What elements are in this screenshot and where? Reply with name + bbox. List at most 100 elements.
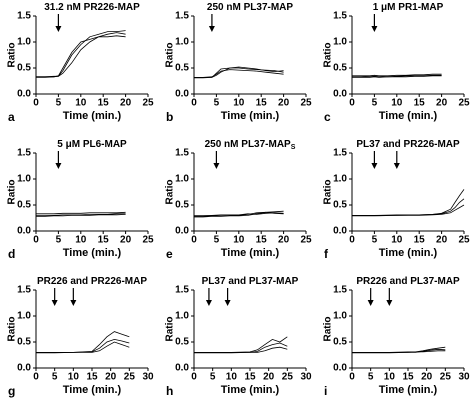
- arrow-head: [393, 163, 400, 169]
- arrow-head: [386, 300, 393, 306]
- arrow-head: [367, 300, 374, 306]
- x-tick-label: 5: [368, 372, 374, 383]
- y-tick-label: 1.0: [17, 311, 31, 322]
- y-tick-label: 0.0: [17, 363, 31, 374]
- x-tick-label: 15: [402, 372, 414, 383]
- y-axis-label: Ratio: [323, 43, 334, 68]
- y-axis-label: Ratio: [7, 180, 18, 205]
- x-tick-label: 25: [142, 98, 154, 109]
- y-tick-label: 1.5: [17, 285, 31, 296]
- y-tick-label: 1.5: [333, 148, 347, 159]
- x-tick-label: 25: [124, 372, 136, 383]
- x-tick-label: 25: [440, 372, 452, 383]
- panel: 1 μM PR1-MAP 0.0 0.5 1.0 1.5 0 5 10 15 20 25 Time (…: [323, 2, 470, 125]
- x-axis-label: Time (min.): [379, 247, 438, 259]
- x-axis-label: Time (min.): [221, 247, 280, 259]
- panel-letter: c: [324, 110, 331, 124]
- panel-letter: a: [8, 110, 15, 124]
- panel: 5 μM PL6-MAP 0.0 0.5 1.0 1.5 0 5 10 15 20 25 Time (…: [7, 139, 154, 262]
- trace: [352, 198, 465, 216]
- y-tick-label: 0.0: [333, 363, 347, 374]
- x-tick-label: 10: [391, 98, 403, 109]
- panel: PL37 and PL37-MAP 0.0 0.5 1.0 1.5 0 5 10 15 20 25 3…: [165, 276, 312, 399]
- y-tick-label: 0.0: [333, 89, 347, 100]
- x-tick-label: 20: [263, 372, 275, 383]
- x-tick-label: 5: [52, 372, 58, 383]
- panel-letter: f: [324, 247, 329, 261]
- panel-title: 31.2 nM PR226-MAP: [44, 2, 140, 13]
- y-tick-label: 0.5: [175, 200, 189, 211]
- trace: [352, 348, 446, 354]
- x-tick-label: 15: [86, 372, 98, 383]
- x-tick-label: 0: [349, 372, 355, 383]
- y-tick-label: 1.0: [175, 311, 189, 322]
- trace: [194, 66, 284, 79]
- x-tick-label: 20: [120, 98, 132, 109]
- x-tick-label: 15: [98, 235, 110, 246]
- title-text: PL37 and PR226-MAP: [356, 139, 460, 150]
- x-tick-label: 25: [458, 98, 470, 109]
- y-tick-label: 0.5: [333, 337, 347, 348]
- y-axis-label: Ratio: [165, 180, 176, 205]
- x-tick-label: 5: [372, 98, 378, 109]
- x-tick-label: 10: [68, 372, 80, 383]
- x-tick-label: 20: [436, 235, 448, 246]
- x-tick-label: 30: [300, 372, 312, 383]
- x-tick-label: 10: [384, 372, 396, 383]
- x-axis-label: Time (min.): [63, 384, 122, 396]
- y-tick-label: 1.5: [175, 285, 189, 296]
- trace: [194, 342, 288, 353]
- y-axis-label: Ratio: [323, 180, 334, 205]
- x-tick-label: 20: [278, 98, 290, 109]
- x-tick-label: 20: [421, 372, 433, 383]
- panel-letter: i: [324, 384, 327, 398]
- trace: [352, 204, 465, 217]
- panel-title: 250 nM PL37-MAPS: [205, 139, 296, 151]
- y-tick-label: 0.5: [17, 63, 31, 74]
- y-tick-label: 0.5: [333, 200, 347, 211]
- trace: [36, 30, 126, 78]
- x-tick-label: 10: [75, 235, 87, 246]
- y-tick-label: 0.0: [333, 226, 347, 237]
- title-text: PR226 and PL37-MAP: [356, 276, 460, 287]
- trace: [194, 212, 284, 216]
- panel: 250 nM PL37-MAPS 0.0 0.5 1.0 1.5 0 5 10 15 20 25 Ti…: [165, 139, 312, 262]
- title-text: PL37 and PL37-MAP: [202, 276, 299, 287]
- arrow-head: [371, 163, 378, 169]
- y-tick-label: 0.5: [333, 63, 347, 74]
- x-tick-label: 15: [98, 98, 110, 109]
- y-tick-label: 0.5: [175, 63, 189, 74]
- title-text: 250 nM PL37-MAP: [205, 139, 291, 150]
- x-tick-label: 0: [191, 98, 197, 109]
- x-tick-label: 30: [458, 372, 470, 383]
- panel-letter: b: [166, 110, 173, 124]
- panel: 250 nM PL37-MAP 0.0 0.5 1.0 1.5 0 5 10 15 20 25 Tim…: [165, 2, 312, 125]
- x-tick-label: 10: [226, 372, 238, 383]
- y-tick-label: 0.0: [175, 363, 189, 374]
- y-tick-label: 1.5: [333, 285, 347, 296]
- panel: PR226 and PL37-MAP 0.0 0.5 1.0 1.5 0 5 10 15 20 25…: [323, 276, 470, 399]
- trace: [352, 73, 442, 77]
- x-axis-label: Time (min.): [221, 110, 280, 122]
- x-tick-label: 5: [214, 235, 220, 246]
- x-tick-label: 25: [300, 98, 312, 109]
- x-tick-label: 5: [210, 372, 216, 383]
- x-tick-label: 10: [233, 235, 245, 246]
- y-axis-label: Ratio: [165, 317, 176, 342]
- panel-letter: e: [166, 247, 173, 261]
- x-tick-label: 25: [458, 235, 470, 246]
- x-axis-label: Time (min.): [63, 110, 122, 122]
- y-tick-label: 0.5: [17, 200, 31, 211]
- x-tick-label: 25: [142, 235, 154, 246]
- x-tick-label: 15: [414, 98, 426, 109]
- panel: 31.2 nM PR226-MAP 0.0 0.5 1.0 1.5 0 5 10 15 20 25 T…: [7, 2, 154, 125]
- y-tick-label: 1.0: [175, 37, 189, 48]
- x-tick-label: 20: [120, 235, 132, 246]
- trace: [352, 75, 442, 78]
- x-tick-label: 30: [142, 372, 154, 383]
- y-tick-label: 0.5: [175, 337, 189, 348]
- x-tick-label: 15: [244, 372, 256, 383]
- panel-title: PR226 and PL37-MAP: [356, 276, 460, 287]
- panel-letter: h: [166, 384, 173, 398]
- arrow-head: [55, 26, 62, 32]
